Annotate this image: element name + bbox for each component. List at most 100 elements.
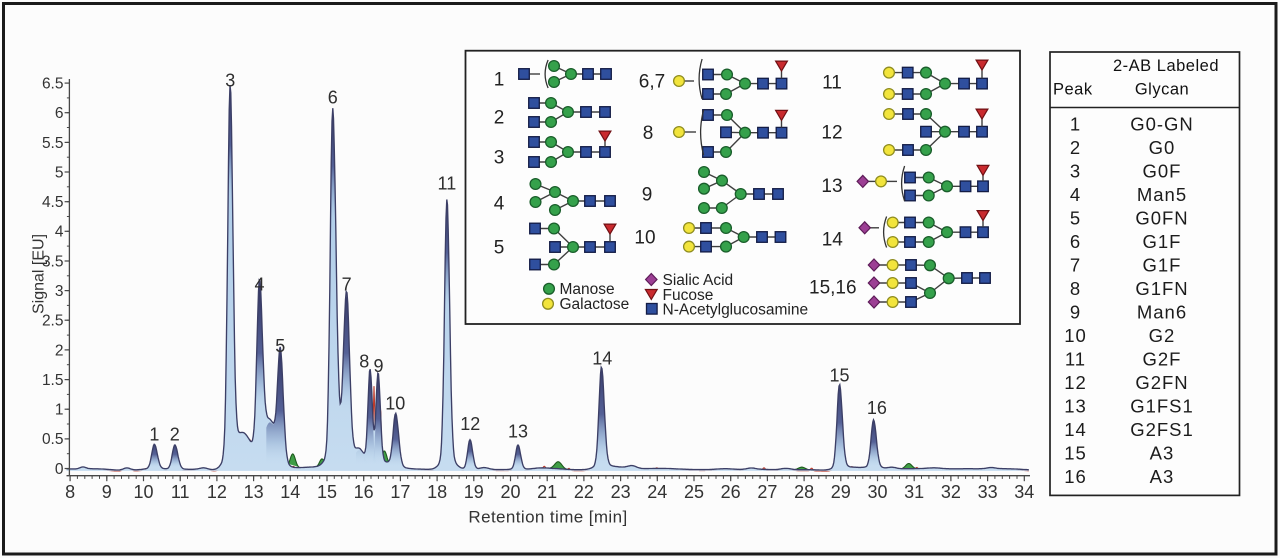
svg-text:Retention time [min]: Retention time [min]: [468, 508, 627, 527]
svg-text:Glycan: Glycan: [1135, 81, 1189, 99]
svg-text:14: 14: [822, 230, 844, 251]
svg-text:14: 14: [592, 348, 612, 368]
svg-text:8: 8: [65, 482, 75, 502]
svg-text:3: 3: [225, 70, 235, 90]
svg-text:5: 5: [494, 238, 505, 259]
svg-text:8: 8: [359, 351, 369, 371]
svg-text:6.5: 6.5: [42, 76, 64, 93]
svg-text:Signal [EU]: Signal [EU]: [31, 234, 48, 314]
svg-text:16: 16: [1064, 466, 1087, 487]
svg-text:5: 5: [1070, 208, 1081, 229]
svg-text:1: 1: [149, 424, 159, 444]
svg-text:11: 11: [1065, 349, 1086, 370]
svg-text:G2FS1: G2FS1: [1130, 419, 1194, 440]
svg-text:5: 5: [55, 164, 64, 181]
svg-text:2: 2: [170, 424, 180, 444]
svg-text:34: 34: [1014, 482, 1034, 502]
svg-text:7: 7: [342, 274, 352, 294]
svg-text:12: 12: [821, 122, 842, 143]
svg-text:29: 29: [831, 482, 851, 502]
svg-text:28: 28: [794, 482, 814, 502]
svg-text:14: 14: [280, 482, 300, 502]
svg-text:16: 16: [354, 482, 374, 502]
svg-text:3.5: 3.5: [42, 253, 64, 270]
svg-text:11: 11: [438, 173, 457, 193]
svg-text:12: 12: [460, 414, 480, 434]
svg-text:3: 3: [494, 148, 505, 169]
svg-text:27: 27: [757, 482, 777, 502]
svg-text:1: 1: [1070, 114, 1081, 135]
svg-text:9: 9: [1070, 302, 1081, 323]
svg-text:24: 24: [647, 482, 667, 502]
svg-text:20: 20: [500, 482, 520, 502]
svg-text:15: 15: [317, 482, 337, 502]
svg-text:16: 16: [867, 398, 887, 418]
svg-text:4: 4: [254, 274, 264, 294]
svg-text:3: 3: [1070, 161, 1081, 182]
svg-text:13: 13: [821, 176, 842, 197]
svg-text:8: 8: [643, 123, 654, 144]
svg-text:7: 7: [1070, 255, 1081, 276]
svg-text:23: 23: [611, 482, 631, 502]
svg-text:6: 6: [1070, 231, 1081, 252]
svg-text:13: 13: [244, 482, 264, 502]
svg-text:2: 2: [55, 342, 64, 359]
svg-text:11: 11: [822, 73, 842, 94]
svg-text:0: 0: [55, 461, 64, 478]
svg-text:15,16: 15,16: [809, 278, 857, 299]
svg-text:G0FN: G0FN: [1135, 208, 1188, 229]
svg-text:G2FN: G2FN: [1135, 372, 1188, 393]
svg-text:15: 15: [829, 365, 849, 385]
svg-text:30: 30: [867, 482, 887, 502]
svg-text:9: 9: [102, 482, 112, 502]
svg-text:9: 9: [373, 356, 383, 376]
svg-text:18: 18: [427, 482, 447, 502]
svg-text:12: 12: [1064, 372, 1087, 393]
svg-text:15: 15: [1064, 443, 1087, 464]
svg-text:10: 10: [634, 228, 655, 249]
svg-text:0.5: 0.5: [42, 431, 64, 448]
svg-text:G2: G2: [1149, 325, 1176, 346]
svg-text:Peak: Peak: [1053, 81, 1093, 99]
svg-text:A3: A3: [1150, 443, 1175, 464]
svg-text:11: 11: [171, 482, 190, 502]
svg-text:G1FN: G1FN: [1135, 278, 1188, 299]
svg-text:9: 9: [642, 185, 653, 206]
svg-text:Sialic Acid: Sialic Acid: [663, 272, 734, 289]
svg-text:6,7: 6,7: [639, 72, 665, 93]
svg-text:8: 8: [1070, 278, 1081, 299]
svg-text:2-AB Labeled: 2-AB Labeled: [1113, 57, 1219, 75]
svg-text:Man5: Man5: [1137, 184, 1187, 205]
svg-text:2: 2: [1070, 137, 1081, 158]
svg-text:6: 6: [55, 105, 64, 122]
svg-text:5: 5: [275, 336, 285, 356]
svg-text:33: 33: [978, 482, 998, 502]
svg-text:5.5: 5.5: [42, 135, 64, 152]
svg-text:Man6: Man6: [1137, 302, 1187, 323]
svg-text:Galactose: Galactose: [560, 296, 630, 313]
svg-text:26: 26: [721, 482, 741, 502]
svg-text:4: 4: [55, 224, 64, 241]
svg-text:25: 25: [684, 482, 704, 502]
svg-text:21: 21: [537, 482, 557, 502]
svg-text:6: 6: [328, 87, 338, 107]
svg-text:10: 10: [385, 393, 405, 413]
svg-text:3: 3: [55, 283, 64, 300]
svg-text:2: 2: [494, 108, 505, 129]
svg-text:G0: G0: [1149, 137, 1176, 158]
svg-text:31: 31: [904, 482, 924, 502]
svg-text:G1F: G1F: [1143, 255, 1182, 276]
svg-text:12: 12: [207, 482, 227, 502]
svg-text:Fucose: Fucose: [663, 287, 714, 304]
svg-text:1.5: 1.5: [42, 372, 64, 389]
svg-text:2.5: 2.5: [42, 313, 64, 330]
svg-text:32: 32: [941, 482, 961, 502]
svg-text:14: 14: [1064, 419, 1087, 440]
svg-text:G1F: G1F: [1143, 231, 1182, 252]
svg-text:4: 4: [1070, 184, 1081, 205]
svg-text:G0F: G0F: [1143, 161, 1182, 182]
svg-text:A3: A3: [1150, 466, 1175, 487]
svg-text:G0-GN: G0-GN: [1130, 114, 1194, 135]
svg-text:1: 1: [55, 402, 64, 419]
svg-text:10: 10: [1064, 325, 1087, 346]
